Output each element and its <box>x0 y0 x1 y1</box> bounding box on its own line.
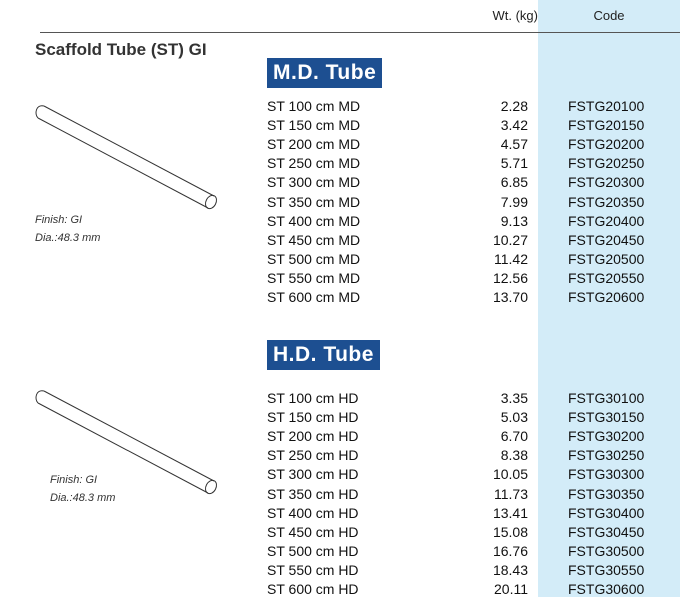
item-weight: 18.43 <box>492 561 528 578</box>
section-label: H.D. Tube <box>267 340 380 370</box>
item-code: FSTG20150 <box>568 117 645 134</box>
item-code: FSTG20300 <box>568 174 645 191</box>
item-name: ST 450 cm MD <box>267 231 361 248</box>
item-name: ST 400 cm MD <box>267 212 361 229</box>
header-rule <box>40 32 680 33</box>
tube-md <box>35 105 218 210</box>
item-code: FSTG30500 <box>568 542 645 559</box>
item-name: ST 550 cm MD <box>267 269 361 286</box>
item-weight: 7.99 <box>500 193 528 210</box>
item-weight: 11.73 <box>494 485 528 502</box>
item-weight: 20.11 <box>494 581 528 597</box>
item-name: ST 300 cm HD <box>267 466 359 483</box>
section-label: M.D. Tube <box>267 58 383 88</box>
weight-header: Wt. (kg) <box>492 8 539 23</box>
item-code: FSTG20200 <box>568 136 645 153</box>
tube-drawings <box>35 105 218 495</box>
finish-note: Finish: GI <box>35 214 83 226</box>
item-name: ST 350 cm MD <box>267 193 361 210</box>
code-column-background <box>538 0 680 597</box>
item-weight: 3.35 <box>500 390 528 406</box>
finish-note: Finish: GI <box>50 474 98 486</box>
item-name: ST 250 cm MD <box>267 155 361 172</box>
item-weight: 6.85 <box>500 174 528 191</box>
item-weight: 12.56 <box>492 269 528 286</box>
item-name: ST 350 cm HD <box>267 485 359 502</box>
item-code: FSTG20100 <box>568 98 645 114</box>
item-weight: 6.70 <box>500 428 528 445</box>
item-name: ST 300 cm MD <box>267 174 361 191</box>
item-code: FSTG20500 <box>568 250 645 267</box>
item-code: FSTG30250 <box>568 447 645 464</box>
item-weight: 8.38 <box>500 447 528 464</box>
item-name: ST 600 cm MD <box>267 289 361 305</box>
item-code: FSTG30150 <box>568 409 645 426</box>
item-weight: 13.41 <box>492 504 528 521</box>
item-name: ST 200 cm MD <box>267 136 361 153</box>
diameter-note: Dia.:48.3 mm <box>50 492 116 504</box>
item-code: FSTG30200 <box>568 428 645 445</box>
item-code: FSTG30550 <box>568 561 645 578</box>
item-name: ST 200 cm HD <box>267 428 359 445</box>
item-name: ST 500 cm MD <box>267 250 361 267</box>
item-weight: 10.27 <box>492 231 528 248</box>
item-code: FSTG30300 <box>568 466 645 483</box>
item-weight: 11.42 <box>494 250 528 267</box>
item-name: ST 550 cm HD <box>267 561 359 578</box>
item-code: FSTG30100 <box>568 390 645 406</box>
item-code: FSTG20400 <box>568 212 645 229</box>
item-weight: 2.28 <box>500 98 528 114</box>
item-name: ST 250 cm HD <box>267 447 359 464</box>
item-code: FSTG20450 <box>568 231 645 248</box>
item-name: ST 100 cm MD <box>267 98 361 114</box>
item-weight: 13.70 <box>492 289 528 305</box>
item-name: ST 600 cm HD <box>267 581 359 597</box>
item-code: FSTG20550 <box>568 269 645 286</box>
item-name: ST 150 cm MD <box>267 117 361 134</box>
item-weight: 9.13 <box>500 212 528 229</box>
item-code: FSTG20600 <box>568 289 645 305</box>
item-weight: 15.08 <box>492 523 528 540</box>
item-code: FSTG30350 <box>568 485 645 502</box>
item-code: FSTG30400 <box>568 504 645 521</box>
item-name: ST 400 cm HD <box>267 504 359 521</box>
code-header: Code <box>593 8 625 23</box>
item-weight: 16.76 <box>492 542 528 559</box>
item-code: FSTG30600 <box>568 581 645 597</box>
tube-hd <box>35 390 218 495</box>
page-title: Scaffold Tube (ST) GI <box>35 40 207 59</box>
diameter-note: Dia.:48.3 mm <box>35 232 101 244</box>
item-weight: 5.71 <box>500 155 528 172</box>
item-weight: 4.57 <box>500 136 528 153</box>
item-code: FSTG20350 <box>568 193 645 210</box>
item-weight: 3.42 <box>500 117 528 134</box>
item-code: FSTG30450 <box>568 523 645 540</box>
item-code: FSTG20250 <box>568 155 645 172</box>
item-weight: 5.03 <box>500 409 528 426</box>
item-name: ST 450 cm HD <box>267 523 359 540</box>
item-name: ST 150 cm HD <box>267 409 359 426</box>
item-weight: 10.05 <box>492 466 528 483</box>
item-name: ST 500 cm HD <box>267 542 359 559</box>
item-name: ST 100 cm HD <box>267 390 359 406</box>
